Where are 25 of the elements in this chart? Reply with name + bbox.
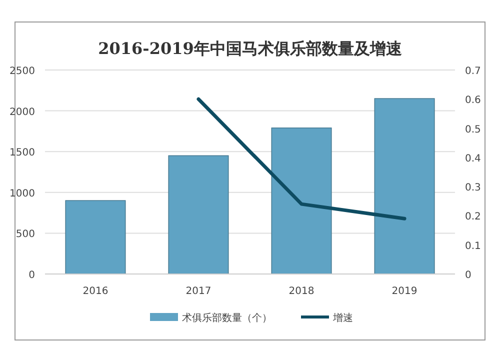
x-tick-label: 2016 xyxy=(82,286,108,297)
bar xyxy=(271,128,332,274)
y-tick-label: 2500 xyxy=(10,66,35,77)
y2-tick-label: 0.3 xyxy=(465,182,481,194)
bar xyxy=(65,200,126,274)
legend-label: 术俱乐部数量（个） xyxy=(182,312,272,324)
x-tick-label: 2017 xyxy=(186,286,212,297)
bar xyxy=(168,155,229,274)
bar xyxy=(374,98,435,274)
y-tick-label: 1000 xyxy=(10,188,35,200)
y2-tick-label: 0.7 xyxy=(465,66,481,77)
chart-title: 2016-2019年中国马术俱乐部数量及增速 xyxy=(98,39,403,58)
y-tick-label: 1500 xyxy=(10,148,35,159)
y-tick-label: 2000 xyxy=(10,106,35,118)
y2-tick-label: 0.2 xyxy=(465,212,481,223)
y2-tick-label: 0.5 xyxy=(465,124,481,136)
y-tick-label: 0 xyxy=(28,270,35,281)
y2-tick-label: 0 xyxy=(465,270,472,281)
y2-tick-label: 0.6 xyxy=(465,95,481,106)
x-tick-label: 2019 xyxy=(392,286,418,297)
legend-label: 增速 xyxy=(332,312,353,324)
y2-tick-label: 0.4 xyxy=(465,153,481,164)
x-tick-label: 2018 xyxy=(288,286,314,297)
y-tick-label: 500 xyxy=(16,229,35,240)
y2-tick-label: 0.1 xyxy=(465,240,481,252)
